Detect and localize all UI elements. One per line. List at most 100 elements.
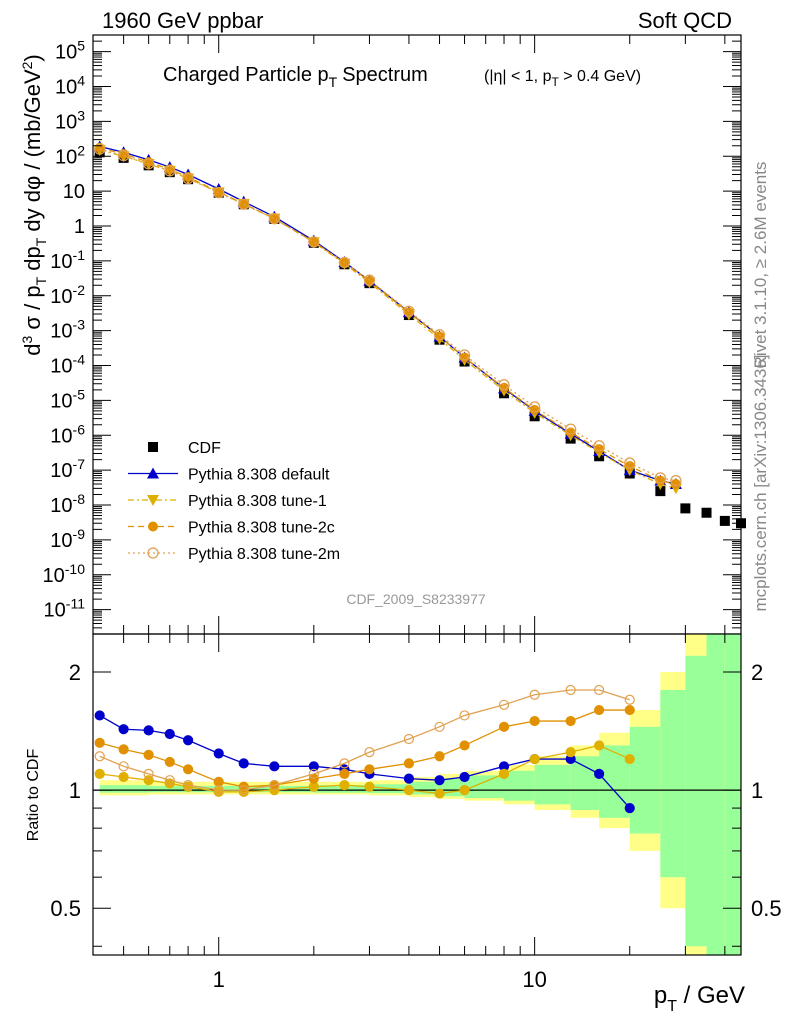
ratio-point — [459, 785, 470, 796]
mcplots-label: mcplots.cern.ch [arXiv:1306.3436] — [751, 354, 770, 611]
analysis-id: CDF_2009_S8233977 — [346, 591, 486, 607]
data-point — [498, 379, 510, 391]
ratio-point — [624, 694, 635, 705]
ratio-point — [308, 761, 319, 772]
ratio-point — [498, 768, 510, 779]
data-point — [564, 423, 577, 435]
y-tick-label: 104 — [55, 73, 85, 99]
ratio-point — [624, 802, 635, 814]
data-point — [654, 472, 667, 484]
ratio-point — [213, 776, 224, 787]
header-left: 1960 GeV ppbar — [102, 8, 263, 33]
y-tick-label: 10-4 — [50, 352, 85, 378]
series-line — [99, 149, 677, 489]
ratio-point — [529, 753, 540, 765]
ratio-point — [529, 715, 540, 727]
legend-marker — [148, 442, 158, 452]
ratio-point — [213, 785, 224, 796]
y-tick-label: 1 — [74, 216, 85, 238]
ratio-point — [164, 775, 175, 786]
ratio-point — [94, 768, 105, 779]
ratio-point — [364, 747, 375, 758]
y-tick-label: 10-9 — [50, 526, 85, 552]
ratio-point — [498, 721, 510, 732]
y-tick-label: 10-2 — [50, 282, 85, 308]
ratio-point — [624, 704, 635, 716]
ratio-point — [238, 781, 249, 792]
data-point — [565, 427, 576, 438]
data-point — [142, 158, 155, 170]
data-point — [499, 382, 510, 393]
ratio-series-3 — [94, 684, 635, 796]
ratio-frame — [92, 633, 742, 956]
uncertainty-band-inner — [534, 764, 571, 805]
data-point — [624, 461, 635, 472]
rivet-version-label: Rivet 3.1.10, ≥ 2.6M events — [751, 162, 770, 369]
data-point — [458, 349, 471, 361]
ratio-point — [459, 771, 470, 783]
y-tick-label: 10-8 — [50, 491, 85, 517]
x-axis-label: pT / GeV — [654, 982, 745, 1015]
ratio-point — [364, 764, 375, 775]
data-point — [459, 352, 470, 363]
legend-entry: Pythia 8.308 tune-2c — [128, 520, 335, 537]
data-point — [594, 444, 605, 455]
uncertainty-band-inner — [504, 770, 535, 801]
data-point — [529, 404, 540, 415]
series-4 — [94, 143, 682, 487]
uncertainty-band-inner — [99, 785, 149, 793]
ratio-point — [594, 704, 605, 716]
ratio-point — [459, 710, 470, 721]
main-y-axis-label: d3 σ / pT dpT dy dφ / (mb/GeV2) — [19, 54, 49, 355]
ratio-y-tick-label: 1 — [69, 778, 81, 803]
legend-marker — [147, 495, 159, 506]
ratio-point — [498, 699, 510, 710]
legend-marker — [147, 467, 159, 479]
series-3 — [94, 142, 681, 490]
main-frame — [92, 34, 742, 635]
data-point — [701, 507, 712, 518]
data-point — [308, 236, 319, 247]
ratio-point — [594, 684, 605, 696]
ratio-point — [238, 785, 249, 796]
ratio-series-2 — [94, 704, 635, 792]
ratio-series-line — [99, 689, 630, 791]
title-sub: T — [329, 74, 338, 90]
ratio-point — [213, 748, 224, 759]
data-point — [268, 213, 280, 225]
ratio-point — [183, 779, 194, 791]
y-tick-label: 10 — [63, 181, 85, 203]
data-point — [593, 440, 605, 452]
legend-entry: Pythia 8.308 default — [128, 467, 330, 484]
uncertainty-band-inner — [464, 775, 505, 798]
ratio-point — [624, 753, 635, 765]
ratio-point — [594, 740, 605, 751]
y-tick-label: 10-7 — [50, 456, 85, 482]
legend-marker — [148, 521, 158, 532]
ratio-point — [308, 768, 319, 779]
data-point — [117, 150, 130, 162]
series-2 — [93, 145, 682, 495]
ratio-point — [565, 747, 576, 758]
data-point — [680, 503, 691, 514]
ratio-point — [434, 788, 445, 799]
data-point — [363, 274, 376, 286]
ratio-point — [434, 775, 445, 786]
data-point — [308, 236, 320, 248]
ratio-point — [565, 715, 576, 727]
uncertainty-band-inner — [148, 785, 189, 793]
header-right: Soft QCD — [638, 8, 732, 33]
data-point — [719, 515, 730, 526]
ratio-point — [459, 740, 470, 751]
ratio-point — [183, 735, 194, 746]
y-tick-label: 102 — [55, 142, 85, 168]
main-panel: 10510410310210110-110-210-310-410-510-61… — [43, 34, 746, 635]
series-line — [99, 145, 677, 485]
ratio-point — [269, 761, 280, 772]
legend-marker — [147, 547, 159, 559]
ratio-point — [118, 761, 129, 772]
legend-entry: CDF — [148, 440, 221, 457]
y-tick-label: 105 — [55, 38, 85, 64]
ratio-point — [118, 744, 129, 755]
